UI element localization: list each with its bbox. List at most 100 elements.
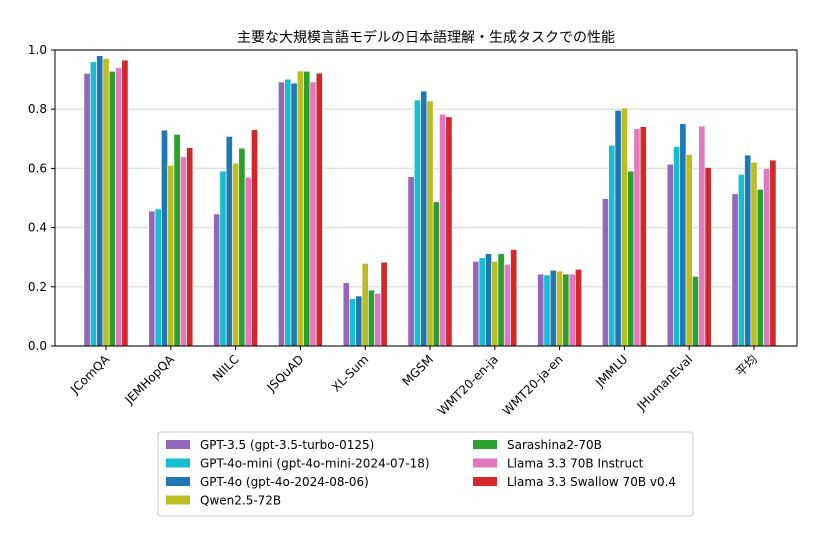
bar [639,126,647,347]
bar [179,156,187,347]
x-tick-label: 平均 [733,352,760,379]
legend-swatch [166,440,190,449]
bar [238,147,246,347]
bar [543,274,551,347]
legend-label: Qwen2.5-72B [200,494,281,508]
x-tick-label: JEMHopQA [122,352,178,408]
bar [167,165,175,347]
legend-box [157,431,694,517]
bar [614,110,622,347]
y-tick-label: 0.4 [28,221,47,235]
bar [173,134,181,347]
bar [413,99,421,347]
bar [633,128,641,347]
legend-swatch [166,495,190,505]
bar [666,163,674,347]
bar [620,107,628,347]
bar [420,90,428,347]
bar [148,210,156,347]
bar [278,81,285,347]
bar [485,253,492,347]
bar [510,249,518,347]
x-tick-label: WMT20-ja-en [500,352,566,418]
bar [737,174,745,347]
bar [186,147,194,347]
bar [478,257,486,347]
legend: GPT-3.5 (gpt-3.5-turbo-0125) GPT-4o-mini … [157,431,694,517]
bar [568,273,576,347]
bar [368,289,375,347]
legend-label: Llama 3.3 Swallow 70B v0.4 [507,475,676,489]
bar [497,253,505,347]
y-tick-label: 0.6 [28,161,47,175]
bar [303,71,311,347]
y-tick-label: 1.0 [28,43,47,57]
bar [284,79,292,347]
bar [244,176,252,347]
x-tick-label: JMMLU [592,352,630,390]
legend-swatch [473,440,497,449]
legend-swatch [166,458,190,468]
x-tick-label: JSQuAD [264,352,307,395]
bar [361,263,369,347]
bar [102,58,110,347]
bar [213,213,221,347]
bar [673,146,681,347]
bar [89,61,97,347]
bar [232,162,240,347]
bar [121,59,129,347]
legend-label: GPT-4o (gpt-4o-2024-08-06) [200,475,369,489]
x-tick-label: XL-Sum [329,352,371,394]
legend-label: Sarashina2-70B [507,438,602,452]
y-tick-label: 0.2 [28,280,47,294]
chart-title: 主要な大規模言語モデルの日本語理解・生成タスクでの性能 [237,29,615,46]
legend-swatch [473,458,497,468]
y-tick-label: 0.8 [28,102,47,116]
legend-label: GPT-4o-mini (gpt-4o-mini-2024-07-18) [200,457,430,471]
bar [154,208,162,347]
bar [769,159,777,347]
bar [432,201,440,347]
x-tick-label: MGSM [400,352,437,389]
bar [83,73,91,347]
bar [355,295,363,347]
bar [744,154,752,347]
bar [108,71,116,347]
bar [763,168,771,347]
x-tick-label: JComQA [67,352,113,398]
bar [296,70,304,347]
legend-label: GPT-3.5 (gpt-3.5-turbo-0125) [200,438,374,452]
bar [556,270,564,347]
bar [698,125,706,347]
legend-label: Llama 3.3 70B Instruct [507,457,644,471]
bar [491,261,499,347]
bar [472,261,480,347]
bar [374,293,382,347]
bar [692,276,699,347]
x-tick-label: WMT20-en-ja [435,352,501,418]
bar [426,100,434,347]
bar [161,129,168,347]
legend-swatch [473,477,497,486]
bar [309,81,317,347]
bar [608,145,616,347]
bar [96,55,104,347]
x-tick-label: NIILC [210,352,242,384]
bar [342,282,350,347]
bar [219,170,227,347]
bar [380,261,388,347]
bar [731,193,739,347]
bar [439,113,447,347]
x-tick-label: JHumanEval [634,352,696,414]
bar [704,167,712,347]
bar [685,154,693,347]
bar [549,269,557,347]
bar [315,72,323,347]
bar [349,298,357,347]
bar [602,198,609,347]
bar [503,264,511,347]
bar [407,176,415,347]
bar [115,67,123,347]
bar [750,161,758,347]
